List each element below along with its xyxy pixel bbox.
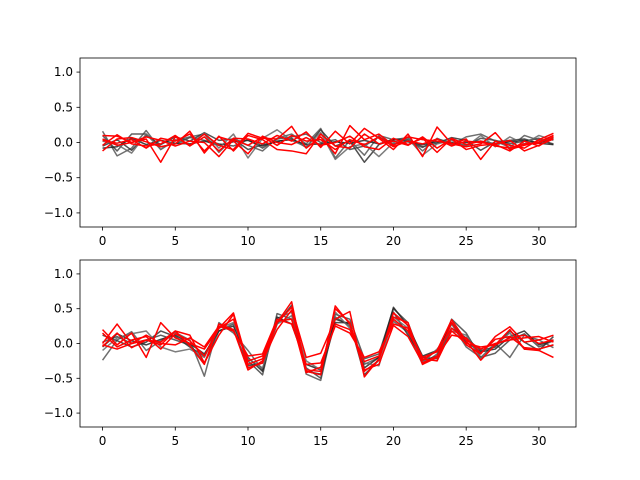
x-tick-label: 10 bbox=[240, 434, 255, 448]
y-tick-label: 0.5 bbox=[54, 302, 73, 316]
x-tick-label: 30 bbox=[531, 234, 546, 248]
x-tick-label: 5 bbox=[171, 234, 179, 248]
series-group bbox=[101, 301, 554, 382]
x-tick-label: 25 bbox=[459, 434, 474, 448]
y-tick-label: −1.0 bbox=[44, 206, 73, 220]
y-tick-label: 1.0 bbox=[54, 267, 73, 281]
series-group bbox=[101, 124, 554, 163]
subplot-top: 0 5 10 15 20 25 30 −1.0 −0.5 0.0 0.5 1.0 bbox=[44, 57, 577, 248]
y-tick-label: 1.0 bbox=[54, 65, 73, 79]
x-tick-label: 0 bbox=[99, 234, 107, 248]
y-tick-label: −1.0 bbox=[44, 406, 73, 420]
x-tick-label: 5 bbox=[171, 434, 179, 448]
series-line-10 bbox=[102, 318, 554, 366]
subplot-bottom: 0 5 10 15 20 25 30 −1.0 −0.5 0.0 0.5 1.0 bbox=[44, 259, 577, 448]
x-tick-label: 20 bbox=[386, 234, 401, 248]
x-tick-label: 10 bbox=[240, 234, 255, 248]
x-tick-label: 15 bbox=[313, 434, 328, 448]
y-tick-label: 0.0 bbox=[54, 136, 73, 150]
x-tick-label: 0 bbox=[99, 434, 107, 448]
x-tick-label: 20 bbox=[386, 434, 401, 448]
y-tick-label: 0.5 bbox=[54, 100, 73, 114]
y-tick-label: −0.5 bbox=[44, 171, 73, 185]
y-tick-label: −0.5 bbox=[44, 371, 73, 385]
series-line-10 bbox=[102, 134, 554, 158]
series-line-9 bbox=[102, 130, 554, 155]
y-tick-label: 0.0 bbox=[54, 337, 73, 351]
series-line-7 bbox=[101, 306, 554, 378]
x-tick-label: 25 bbox=[459, 234, 474, 248]
x-tick-label: 30 bbox=[531, 434, 546, 448]
series-line-8 bbox=[102, 307, 554, 373]
x-tick-label: 15 bbox=[313, 234, 328, 248]
